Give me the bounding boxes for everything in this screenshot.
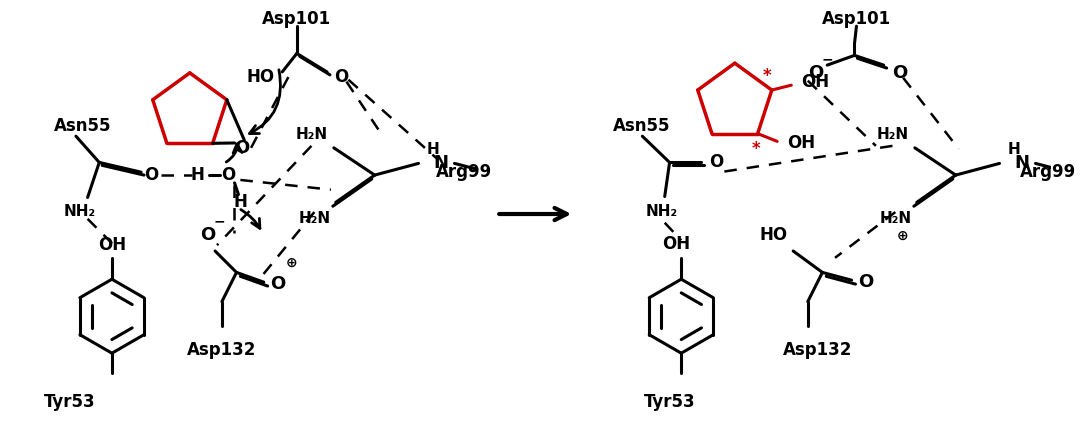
Text: Tyr53: Tyr53 <box>44 393 96 411</box>
Text: NH₂: NH₂ <box>646 204 678 219</box>
Text: O: O <box>335 68 349 86</box>
Text: H: H <box>427 142 440 157</box>
Text: O: O <box>221 166 235 184</box>
Text: Asp101: Asp101 <box>262 10 332 28</box>
Text: H₂N: H₂N <box>876 127 908 142</box>
Text: O: O <box>144 166 158 184</box>
Text: O: O <box>859 273 874 291</box>
Text: H₂N: H₂N <box>295 127 327 142</box>
Text: −: − <box>213 215 225 229</box>
Text: Asp101: Asp101 <box>822 10 891 28</box>
Text: OH: OH <box>98 236 126 254</box>
Text: H₂N: H₂N <box>298 211 330 227</box>
Text: OH: OH <box>801 73 829 91</box>
Text: O: O <box>233 139 249 157</box>
Text: Asn55: Asn55 <box>613 118 671 136</box>
Text: Asp132: Asp132 <box>187 341 257 359</box>
Text: *: * <box>752 140 760 158</box>
Text: Asp132: Asp132 <box>783 341 852 359</box>
Text: O: O <box>892 64 908 82</box>
Text: H: H <box>191 166 204 184</box>
Text: N: N <box>1014 154 1029 172</box>
Text: HO: HO <box>759 227 787 245</box>
Text: Arg99: Arg99 <box>436 163 492 181</box>
Text: H: H <box>233 193 247 211</box>
Text: Asn55: Asn55 <box>54 118 111 136</box>
Text: HO: HO <box>246 68 275 86</box>
Text: NH₂: NH₂ <box>64 204 96 219</box>
Text: O: O <box>270 275 285 293</box>
Text: Arg99: Arg99 <box>1020 163 1076 181</box>
Text: −: − <box>822 52 833 66</box>
Text: O: O <box>808 64 823 82</box>
Text: ⊕: ⊕ <box>896 228 908 242</box>
Text: H₂N: H₂N <box>879 211 912 227</box>
Text: O: O <box>200 227 215 245</box>
Text: ⊕: ⊕ <box>286 256 298 270</box>
Text: Tyr53: Tyr53 <box>644 393 696 411</box>
Text: OH: OH <box>662 235 690 253</box>
Text: H: H <box>1008 142 1021 157</box>
Text: N: N <box>433 154 448 172</box>
Text: O: O <box>710 154 724 172</box>
Text: OH: OH <box>787 134 815 152</box>
Text: *: * <box>762 67 771 85</box>
